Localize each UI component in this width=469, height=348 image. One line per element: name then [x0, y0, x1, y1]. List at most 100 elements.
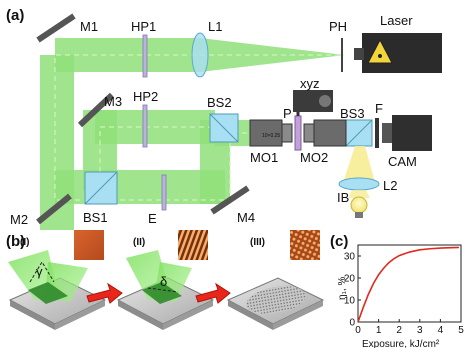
light-cone-lower — [348, 190, 370, 198]
label-hp2: HP2 — [133, 89, 158, 104]
x-tick-label: 1 — [376, 325, 382, 336]
y-tick-label: 20 — [344, 274, 356, 285]
y-tick-label: 30 — [344, 252, 356, 263]
bs1-diagonal — [84, 171, 118, 205]
mo1-body — [249, 119, 283, 147]
angle-delta-line — [147, 287, 179, 293]
label-m1: M1 — [80, 19, 98, 34]
laser-warning-icon — [367, 38, 393, 64]
efficiency-chart: (c) 0 1 2 3 4 5 0 10 20 30 Exposure, kJ/cm² η₁, % — [330, 233, 464, 348]
step-three: (III) — [226, 230, 325, 330]
objective-mo2 — [303, 119, 347, 147]
sample-image-three — [290, 230, 320, 260]
x-tick-label: 2 — [396, 325, 402, 336]
substrate-three-side — [228, 300, 273, 330]
angle-gamma-label: γ — [36, 264, 43, 279]
step-label-three: (III) — [250, 237, 265, 248]
mo1-tip — [281, 123, 293, 143]
chart-ticks: 0 1 2 3 4 5 0 10 20 30 — [344, 252, 464, 337]
label-l2: L2 — [383, 178, 397, 193]
mirror-m2 — [36, 193, 72, 225]
label-bs1: BS1 — [83, 210, 108, 225]
lamp-base — [355, 212, 363, 218]
label-bs3: BS3 — [340, 106, 365, 121]
beam-axis — [54, 54, 340, 201]
plate-e — [161, 174, 167, 211]
half-wave-plate-hp2 — [142, 104, 148, 148]
sample-image-one — [74, 230, 104, 260]
panel-label-a: (a) — [6, 7, 24, 24]
objective-mo1: 10×0.25 — [249, 119, 293, 147]
label-mo2: MO2 — [300, 150, 328, 165]
chart-y-axis-label: η₁, % — [337, 277, 348, 300]
label-e: E — [148, 211, 157, 226]
camera — [382, 115, 432, 151]
efficiency-curve — [357, 246, 459, 323]
sample-p — [294, 115, 302, 151]
label-ib: IB — [337, 190, 349, 205]
stage-knob — [319, 95, 331, 107]
half-wave-plate-hp1 — [142, 34, 148, 78]
mirror-m4 — [210, 185, 250, 215]
beam-axis-outer — [54, 54, 340, 201]
label-f: F — [375, 101, 383, 116]
chart-frame — [357, 244, 462, 323]
step-label-one: (I) — [20, 237, 29, 248]
label-ph: PH — [329, 19, 347, 34]
lens-l2 — [338, 177, 380, 191]
beam-axis-inner — [99, 126, 215, 190]
label-xyz: xyz — [300, 76, 320, 91]
fabrication-steps: (b) (I) γ (II) — [6, 230, 325, 330]
optical-setup: 10×0.25 (a) M1 HP1 L1 PH L — [6, 7, 442, 230]
label-cam: CAM — [388, 154, 417, 169]
label-l1: L1 — [208, 19, 222, 34]
label-bs2: BS2 — [207, 95, 232, 110]
step-label-two: (II) — [133, 237, 145, 248]
label-m4: M4 — [237, 210, 255, 225]
mirror-m3 — [77, 92, 115, 128]
camera-body — [392, 115, 432, 151]
illumination-cone — [342, 146, 376, 186]
process-arrow-two-icon — [195, 282, 231, 304]
camera-lens — [382, 123, 392, 143]
mo2-tip — [303, 123, 315, 143]
sample-image-two — [178, 230, 208, 260]
bs3-diagonal — [345, 119, 373, 147]
substrate-three-side2 — [273, 300, 323, 330]
substrate-two-side — [118, 300, 163, 330]
bs2-diagonal — [209, 113, 239, 143]
mirrors — [36, 13, 250, 225]
x-tick-label: 0 — [355, 325, 361, 336]
lens-l1 — [191, 32, 209, 78]
mo2-body — [313, 119, 347, 147]
label-m2: M2 — [10, 212, 28, 227]
mo1-engraving: 10×0.25 — [262, 133, 280, 139]
substrate-one-side2 — [55, 300, 105, 330]
substrate-one-side — [10, 300, 55, 330]
step-two: (II) δ — [116, 230, 215, 330]
step-one: (I) γ — [8, 230, 107, 330]
angle-delta-label: δ — [160, 274, 167, 289]
exposure-spot-two — [142, 282, 182, 304]
angle-gamma-arc — [29, 261, 55, 283]
xyz-stage — [293, 90, 333, 116]
laser-warning-dot — [378, 54, 382, 58]
y-tick-label: 10 — [344, 296, 356, 307]
lamp-bulb-icon — [350, 196, 368, 214]
x-tick-label: 4 — [438, 325, 444, 336]
panel-label-c: (c) — [330, 233, 348, 250]
x-tick-label: 3 — [417, 325, 423, 336]
label-mo1: MO1 — [250, 150, 278, 165]
process-arrow-one-icon — [86, 282, 123, 304]
exposure-spot-one — [28, 282, 68, 304]
y-tick-label: 0 — [349, 318, 355, 329]
pattern-spot-three — [246, 286, 306, 314]
label-laser: Laser — [380, 13, 413, 28]
laser-aperture — [354, 48, 364, 60]
filter-f — [375, 118, 379, 148]
x-tick-label: 5 — [458, 325, 464, 336]
chart-series — [357, 246, 459, 323]
label-m3: M3 — [104, 94, 122, 109]
label-p: P — [283, 106, 292, 121]
